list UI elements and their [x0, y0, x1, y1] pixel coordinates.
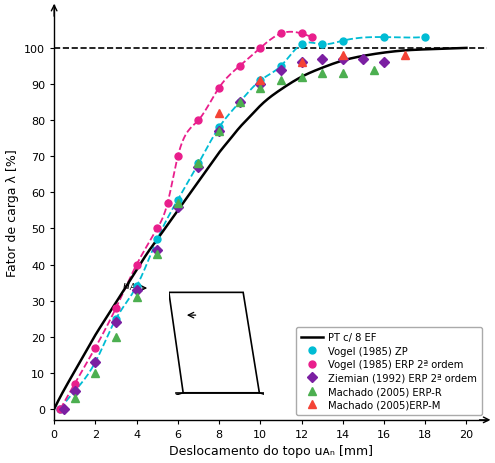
Machado (2005) ERP-R [319, 71, 325, 77]
Vogel (1985) ZP [196, 161, 201, 167]
PT c/ 8 EF [295, 76, 301, 82]
Machado (2005) ERP-R [237, 100, 243, 106]
Vogel (1985) ZP [113, 316, 119, 322]
Vogel (1985) ZP [134, 284, 140, 289]
X-axis label: Deslocamento do topo uᴀₙ [mm]: Deslocamento do topo uᴀₙ [mm] [169, 444, 373, 457]
Vogel (1985) ERP 2ª ordem [298, 31, 304, 37]
Vogel (1985) ERP 2ª ordem [237, 64, 243, 69]
Line: Vogel (1985) ERP 2ª ordem: Vogel (1985) ERP 2ª ordem [57, 31, 315, 413]
Ziemian (1992) ERP 2ª ordem [216, 129, 222, 134]
Ziemian (1992) ERP 2ª ordem [134, 288, 140, 293]
PT c/ 8 EF [297, 76, 302, 81]
Vogel (1985) ZP [298, 43, 304, 48]
Ziemian (1992) ERP 2ª ordem [278, 68, 284, 73]
Legend: PT c/ 8 EF, Vogel (1985) ZP, Vogel (1985) ERP 2ª ordem, Ziemian (1992) ERP 2ª or: PT c/ 8 EF, Vogel (1985) ZP, Vogel (1985… [296, 328, 482, 415]
Vogel (1985) ERP 2ª ordem [57, 407, 63, 412]
Vogel (1985) ERP 2ª ordem [175, 154, 181, 160]
Ziemian (1992) ERP 2ª ordem [93, 359, 99, 365]
Vogel (1985) ERP 2ª ordem [154, 226, 160, 232]
Line: Vogel (1985) ZP: Vogel (1985) ZP [57, 35, 429, 413]
Vogel (1985) ZP [57, 407, 63, 412]
Ziemian (1992) ERP 2ª ordem [319, 57, 325, 63]
Machado (2005) ERP-R [257, 86, 263, 91]
Vogel (1985) ZP [237, 100, 243, 106]
Vogel (1985) ERP 2ª ordem [196, 118, 201, 124]
Vogel (1985) ZP [319, 43, 325, 48]
Ziemian (1992) ERP 2ª ordem [113, 320, 119, 325]
Vogel (1985) ERP 2ª ordem [164, 201, 170, 206]
Vogel (1985) ERP 2ª ordem [309, 35, 315, 41]
Line: Machado (2005)ERP-M: Machado (2005)ERP-M [215, 52, 409, 118]
Machado (2005) ERP-R [113, 334, 119, 340]
Vogel (1985) ZP [175, 197, 181, 203]
Y-axis label: Fator de carga λ [%]: Fator de carga λ [%] [5, 149, 18, 276]
Ziemian (1992) ERP 2ª ordem [196, 165, 201, 170]
PT c/ 8 EF [463, 46, 469, 51]
PT c/ 8 EF [51, 407, 57, 412]
Vogel (1985) ERP 2ª ordem [113, 306, 119, 311]
Machado (2005) ERP-R [72, 395, 78, 401]
Ziemian (1992) ERP 2ª ordem [175, 205, 181, 210]
Ziemian (1992) ERP 2ª ordem [381, 61, 387, 66]
Machado (2005) ERP-R [371, 68, 377, 73]
Vogel (1985) ERP 2ª ordem [72, 381, 78, 387]
Machado (2005)ERP-M [401, 53, 407, 59]
Machado (2005)ERP-M [298, 61, 304, 66]
Vogel (1985) ERP 2ª ordem [216, 86, 222, 91]
PT c/ 8 EF [52, 404, 58, 409]
Vogel (1985) ERP 2ª ordem [278, 31, 284, 37]
Machado (2005)ERP-M [340, 53, 346, 59]
Line: Machado (2005) ERP-R: Machado (2005) ERP-R [71, 66, 378, 402]
Ziemian (1992) ERP 2ª ordem [340, 57, 346, 63]
Machado (2005)ERP-M [216, 111, 222, 116]
Vogel (1985) ERP 2ª ordem [134, 262, 140, 268]
Ziemian (1992) ERP 2ª ordem [237, 100, 243, 106]
Vogel (1985) ZP [72, 388, 78, 394]
Vogel (1985) ZP [340, 39, 346, 44]
Vogel (1985) ZP [93, 359, 99, 365]
Machado (2005) ERP-R [154, 251, 160, 257]
PT c/ 8 EF [303, 72, 309, 78]
Machado (2005) ERP-R [175, 201, 181, 206]
Vogel (1985) ZP [278, 64, 284, 69]
Machado (2005) ERP-R [278, 78, 284, 84]
Ziemian (1992) ERP 2ª ordem [298, 61, 304, 66]
Machado (2005)ERP-M [257, 78, 263, 84]
Machado (2005) ERP-R [93, 370, 99, 376]
Vogel (1985) ERP 2ª ordem [93, 345, 99, 350]
Machado (2005) ERP-R [216, 129, 222, 134]
Vogel (1985) ZP [154, 237, 160, 243]
PT c/ 8 EF [398, 49, 404, 54]
Machado (2005) ERP-R [340, 71, 346, 77]
Line: Ziemian (1992) ERP 2ª ordem: Ziemian (1992) ERP 2ª ordem [60, 56, 388, 413]
Vogel (1985) ZP [257, 78, 263, 84]
PT c/ 8 EF [425, 47, 431, 53]
Ziemian (1992) ERP 2ª ordem [72, 388, 78, 394]
Vogel (1985) ZP [381, 35, 387, 41]
Ziemian (1992) ERP 2ª ordem [360, 57, 366, 63]
Ziemian (1992) ERP 2ª ordem [154, 248, 160, 253]
Vogel (1985) ZP [422, 35, 428, 41]
Vogel (1985) ERP 2ª ordem [257, 46, 263, 51]
Line: PT c/ 8 EF: PT c/ 8 EF [54, 49, 466, 409]
Ziemian (1992) ERP 2ª ordem [61, 407, 67, 412]
Machado (2005) ERP-R [134, 294, 140, 300]
Vogel (1985) ZP [216, 125, 222, 131]
Machado (2005) ERP-R [298, 75, 304, 81]
Text: $u_{An}$: $u_{An}$ [122, 281, 141, 292]
Ziemian (1992) ERP 2ª ordem [257, 82, 263, 88]
Machado (2005) ERP-R [196, 161, 201, 167]
